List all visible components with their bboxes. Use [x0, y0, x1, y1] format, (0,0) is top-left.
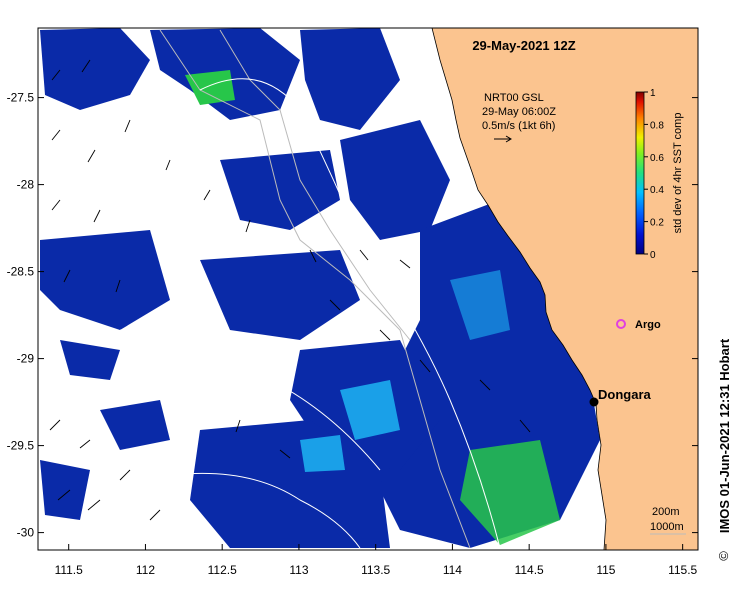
sst-data-layer: [40, 28, 600, 548]
argo-label: Argo: [635, 319, 661, 331]
x-tick-label: 114: [443, 563, 462, 577]
isobath-legend-1000: 1000m: [650, 521, 684, 533]
credit-text: IMOS 01-Jun-2021 12:31 Hobart: [717, 338, 732, 533]
x-tick-label: 115.5: [668, 563, 697, 577]
sst-contours: [119, 78, 501, 549]
colorbar-tick-label: 0.6: [650, 153, 664, 164]
y-tick-label: -29: [17, 352, 35, 366]
x-tick-label: 111.5: [55, 563, 84, 577]
y-tick-label: -30: [17, 526, 35, 540]
y-tick-label: -28.5: [7, 265, 35, 279]
x-tick-label: 113.5: [361, 563, 390, 577]
x-tick-label: 114.5: [515, 563, 544, 577]
colorbar-gradient: [635, 91, 645, 255]
x-tick-label: 115: [596, 563, 615, 577]
currents-note-line3: 0.5m/s (1kt 6h): [482, 120, 555, 132]
y-axis: -27.5 -28 -28.5 -29 -29.5 -30: [7, 91, 698, 540]
argo-marker[interactable]: [616, 319, 626, 329]
isobath-legend-200: 200m: [652, 506, 680, 518]
colorbar-tick-label: 0: [650, 250, 656, 261]
map-area: [38, 28, 698, 550]
colorbar-tick-label: 0.4: [650, 185, 664, 196]
currents-note-line2: 29-May 06:00Z: [482, 106, 556, 118]
x-tick-label: 112: [136, 563, 155, 577]
y-tick-label: -27.5: [7, 91, 35, 105]
copyright-icon: ©: [716, 551, 731, 561]
dongara-label: Dongara: [598, 387, 652, 402]
y-tick-label: -29.5: [7, 439, 35, 453]
current-vectors: [49, 59, 531, 521]
colorbar: 1 0.8 0.6 0.4 0.2 0 std dev of 4hr SST comp: [635, 88, 684, 261]
land-mass: [431, 28, 698, 550]
y-tick-label: -28: [17, 178, 35, 192]
x-tick-label: 112.5: [208, 563, 237, 577]
dongara-marker[interactable]: [589, 397, 599, 407]
currents-note-line1: NRT00 GSL: [484, 92, 544, 104]
isobath-legend: 200m 1000m: [650, 506, 686, 535]
isobath-contours: [159, 29, 471, 549]
colorbar-label: std dev of 4hr SST comp: [672, 113, 684, 234]
x-axis: 111.5 112 112.5 113 113.5 114 114.5 115 115.5: [55, 544, 698, 577]
colorbar-tick-label: 0.8: [650, 120, 664, 131]
plot-frame: [37, 27, 699, 551]
currents-note: NRT00 GSL 29-May 06:00Z 0.5m/s (1kt 6h): [482, 92, 556, 143]
map-title: 29-May-2021 12Z: [472, 38, 575, 53]
colorbar-tick-label: 0.2: [650, 218, 664, 229]
x-tick-label: 113: [289, 563, 308, 577]
colorbar-tick-label: 1: [650, 88, 656, 99]
